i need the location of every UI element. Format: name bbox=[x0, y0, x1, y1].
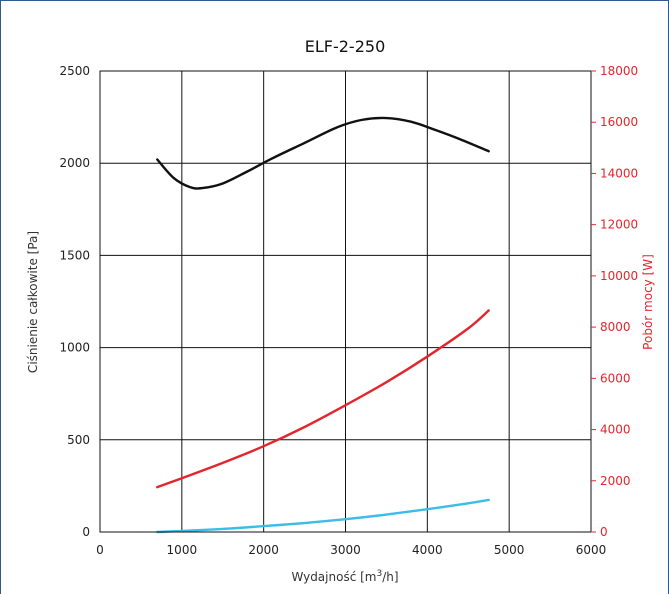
y2-tick-label: 10000 bbox=[600, 269, 638, 283]
y2-tick-label: 18000 bbox=[600, 64, 638, 78]
x-tick-label: 1000 bbox=[167, 543, 198, 557]
y-tick-label: 2000 bbox=[59, 156, 90, 170]
y2-axis-label: Pobór mocy [W] bbox=[641, 254, 655, 350]
x-axis-label-tail: /h] bbox=[382, 570, 398, 584]
x-tick-label: 2000 bbox=[248, 543, 279, 557]
y-tick-label: 0 bbox=[82, 525, 90, 539]
chart-title: ELF-2-250 bbox=[305, 37, 386, 56]
series-line-pressure-curve bbox=[156, 116, 490, 190]
y2-tick-label: 4000 bbox=[600, 423, 631, 437]
y2-tick-label: 6000 bbox=[600, 371, 631, 385]
bottom-axis-ticks: 0 1000 2000 3000 4000 5000 6000 bbox=[96, 543, 606, 557]
left-axis-ticks: 0 500 1000 1500 2000 2500 bbox=[59, 64, 90, 539]
x-tick-label: 6000 bbox=[576, 543, 607, 557]
series-line-power-curve bbox=[156, 309, 490, 489]
x-tick-label: 5000 bbox=[494, 543, 525, 557]
x-tick-label: 3000 bbox=[330, 543, 361, 557]
series-line-secondary-curve bbox=[156, 498, 490, 534]
x-axis-label-superscript: 3 bbox=[376, 569, 382, 579]
y2-tick-label: 16000 bbox=[600, 115, 638, 129]
y-tick-label: 1000 bbox=[59, 341, 90, 355]
x-axis-label-base: Wydajność [m bbox=[291, 570, 376, 584]
y2-tick-label: 8000 bbox=[600, 320, 631, 334]
y2-tick-label: 2000 bbox=[600, 474, 631, 488]
series-layer bbox=[156, 116, 490, 534]
grid bbox=[100, 71, 591, 532]
right-axis-ticks: 0 2000 4000 6000 8000 10000 12000 14000 16000 180… bbox=[591, 64, 638, 539]
x-tick-label: 0 bbox=[96, 543, 104, 557]
y2-tick-label: 14000 bbox=[600, 166, 638, 180]
x-axis-label: Wydajność [m3/h] bbox=[291, 569, 398, 584]
y2-tick-label: 0 bbox=[600, 525, 608, 539]
y2-tick-label: 12000 bbox=[600, 218, 638, 232]
y-axis-label: Ciśnienie całkowite [Pa] bbox=[26, 231, 40, 373]
y-tick-label: 500 bbox=[67, 433, 90, 447]
y-tick-label: 2500 bbox=[59, 64, 90, 78]
y-tick-label: 1500 bbox=[59, 248, 90, 262]
x-tick-label: 4000 bbox=[412, 543, 443, 557]
plot-area-border bbox=[99, 70, 592, 533]
